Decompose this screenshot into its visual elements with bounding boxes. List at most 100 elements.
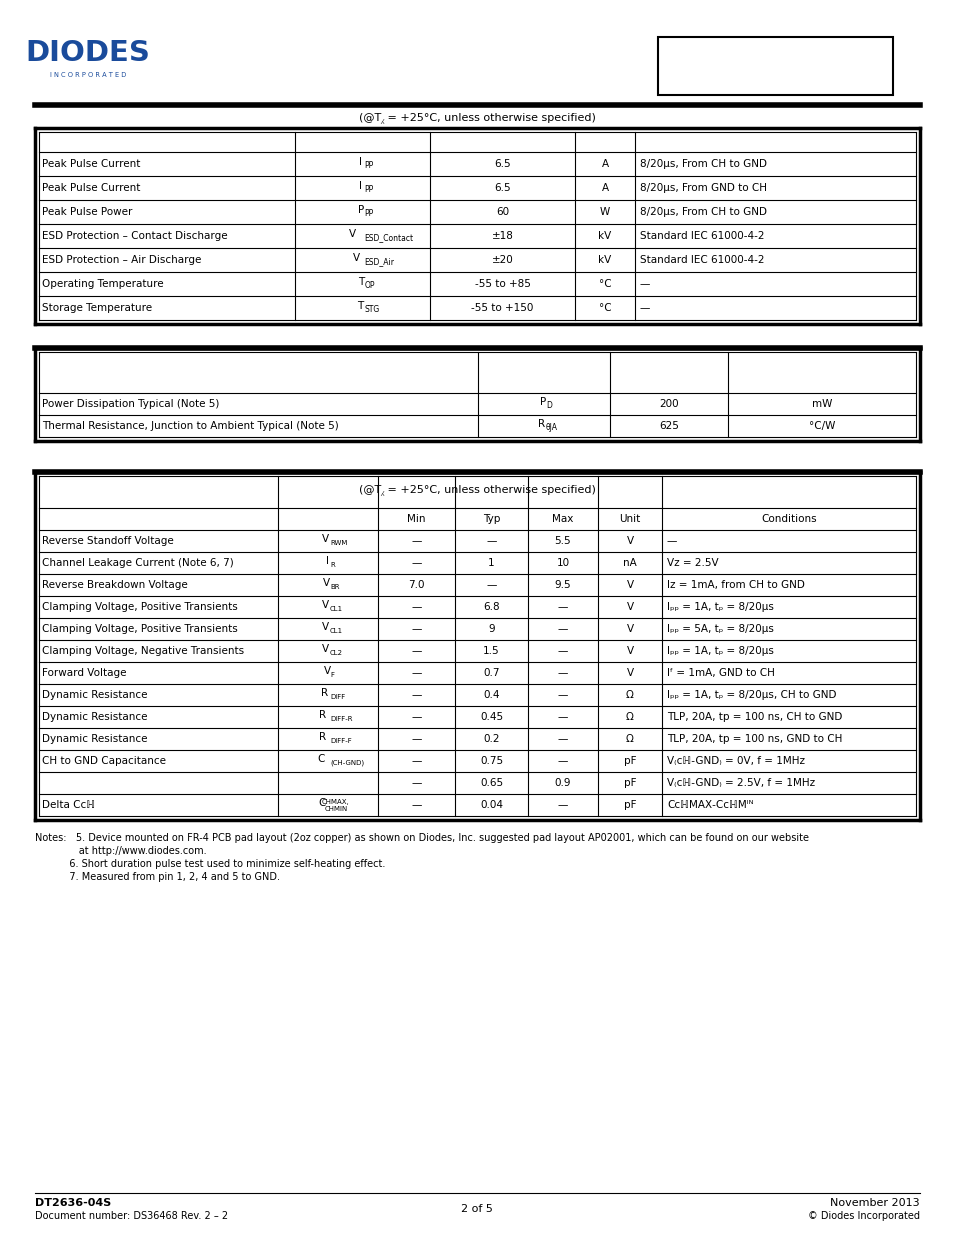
Text: Peak Pulse Current: Peak Pulse Current <box>42 159 140 169</box>
Text: C: C <box>316 755 324 764</box>
Text: 0.75: 0.75 <box>479 756 502 766</box>
Text: —: — <box>558 734 568 743</box>
Text: I: I <box>325 556 328 566</box>
Text: 1: 1 <box>488 558 495 568</box>
Text: Reverse Standoff Voltage: Reverse Standoff Voltage <box>42 536 173 546</box>
Text: 1.5: 1.5 <box>482 646 499 656</box>
Text: DIFF-R: DIFF-R <box>330 716 352 722</box>
Text: (@T⁁ = +25°C, unless otherwise specified): (@T⁁ = +25°C, unless otherwise specified… <box>358 112 595 124</box>
Text: Standard IEC 61000-4-2: Standard IEC 61000-4-2 <box>639 231 763 241</box>
Text: Peak Pulse Power: Peak Pulse Power <box>42 207 132 217</box>
Text: P: P <box>357 205 363 215</box>
Text: Power Dissipation Typical (Note 5): Power Dissipation Typical (Note 5) <box>42 399 219 409</box>
Text: —: — <box>411 756 421 766</box>
Text: CᴄℍΜΑΧ-CᴄℍΜᴵᴺ: CᴄℍΜΑΧ-CᴄℍΜᴵᴺ <box>666 800 753 810</box>
Text: 9: 9 <box>488 624 495 634</box>
Text: pF: pF <box>623 778 636 788</box>
Text: CL1: CL1 <box>330 629 343 634</box>
Text: 8/20μs, From CH to GND: 8/20μs, From CH to GND <box>639 159 766 169</box>
Text: T: T <box>356 301 362 311</box>
Text: RWM: RWM <box>330 540 347 546</box>
Text: Ω: Ω <box>625 690 634 700</box>
Text: V: V <box>321 600 329 610</box>
Text: ±18: ±18 <box>491 231 513 241</box>
Text: (CH-GND): (CH-GND) <box>330 760 364 766</box>
Text: R: R <box>318 710 326 720</box>
Text: PP: PP <box>364 162 374 170</box>
Text: 200: 200 <box>659 399 679 409</box>
Text: Channel Leakage Current (Note 6, 7): Channel Leakage Current (Note 6, 7) <box>42 558 233 568</box>
Text: Clamping Voltage, Positive Transients: Clamping Voltage, Positive Transients <box>42 601 237 613</box>
Text: Iᴢ = 1mA, from CH to GND: Iᴢ = 1mA, from CH to GND <box>666 580 804 590</box>
Text: CL2: CL2 <box>330 650 343 656</box>
Text: —: — <box>411 668 421 678</box>
Text: V: V <box>626 668 633 678</box>
Text: Storage Temperature: Storage Temperature <box>42 303 152 312</box>
Text: kV: kV <box>598 254 611 266</box>
Text: W: W <box>599 207 610 217</box>
Text: Iₚₚ = 1A, tₚ = 8/20μs, CH to GND: Iₚₚ = 1A, tₚ = 8/20μs, CH to GND <box>666 690 836 700</box>
Text: Iₚₚ = 1A, tₚ = 8/20μs: Iₚₚ = 1A, tₚ = 8/20μs <box>666 601 773 613</box>
Text: C: C <box>318 798 325 808</box>
Text: R: R <box>318 732 326 742</box>
Text: PP: PP <box>364 185 374 194</box>
Text: Iₚₚ = 1A, tₚ = 8/20μs: Iₚₚ = 1A, tₚ = 8/20μs <box>666 646 773 656</box>
Text: V: V <box>626 646 633 656</box>
Text: BR: BR <box>330 584 339 590</box>
Text: —: — <box>411 734 421 743</box>
Text: Iₚₚ = 5A, tₚ = 8/20μs: Iₚₚ = 5A, tₚ = 8/20μs <box>666 624 773 634</box>
Text: —: — <box>411 800 421 810</box>
Text: V: V <box>321 534 329 543</box>
Text: —: — <box>558 756 568 766</box>
Text: V₍ᴄℍ-GND₎ = 0V, f = 1MHz: V₍ᴄℍ-GND₎ = 0V, f = 1MHz <box>666 756 804 766</box>
Text: °C: °C <box>598 279 611 289</box>
Text: R: R <box>537 419 544 429</box>
Text: -55 to +85: -55 to +85 <box>474 279 530 289</box>
Text: 6. Short duration pulse test used to minimize self-heating effect.: 6. Short duration pulse test used to min… <box>35 860 385 869</box>
Text: ±20: ±20 <box>491 254 513 266</box>
Text: Ω: Ω <box>625 734 634 743</box>
Text: °C/W: °C/W <box>808 421 834 431</box>
Text: V₍ᴄℍ-GND₎ = 2.5V, f = 1MHz: V₍ᴄℍ-GND₎ = 2.5V, f = 1MHz <box>666 778 814 788</box>
Text: 60: 60 <box>496 207 509 217</box>
Text: Vᴢ = 2.5V: Vᴢ = 2.5V <box>666 558 718 568</box>
Text: DIFF-F: DIFF-F <box>330 739 352 743</box>
Text: Dynamic Resistance: Dynamic Resistance <box>42 734 148 743</box>
Text: —: — <box>411 601 421 613</box>
Text: 0.04: 0.04 <box>479 800 502 810</box>
Text: 6.5: 6.5 <box>494 183 510 193</box>
Text: V: V <box>322 578 330 588</box>
Text: 0.2: 0.2 <box>483 734 499 743</box>
Text: V: V <box>323 666 331 676</box>
Text: 7.0: 7.0 <box>408 580 424 590</box>
Text: ESD_Air: ESD_Air <box>364 258 395 267</box>
Text: Standard IEC 61000-4-2: Standard IEC 61000-4-2 <box>639 254 763 266</box>
Text: V: V <box>626 580 633 590</box>
Text: —: — <box>411 624 421 634</box>
Text: —: — <box>486 536 497 546</box>
Text: Notes:   5. Device mounted on FR-4 PCB pad layout (2oz copper) as shown on Diode: Notes: 5. Device mounted on FR-4 PCB pad… <box>35 832 808 844</box>
Text: TLP, 20A, tp = 100 ns, GND to CH: TLP, 20A, tp = 100 ns, GND to CH <box>666 734 841 743</box>
Text: Min: Min <box>407 514 425 524</box>
Text: —: — <box>411 778 421 788</box>
Text: D: D <box>545 401 551 410</box>
Text: —: — <box>666 536 677 546</box>
Text: F: F <box>330 672 334 678</box>
Text: I N C O R P O R A T E D: I N C O R P O R A T E D <box>50 72 126 78</box>
Text: (@T⁁ = +25°C, unless otherwise specified): (@T⁁ = +25°C, unless otherwise specified… <box>358 484 595 495</box>
Text: —: — <box>411 536 421 546</box>
Text: 10: 10 <box>556 558 569 568</box>
Text: Clamping Voltage, Negative Transients: Clamping Voltage, Negative Transients <box>42 646 244 656</box>
Text: mW: mW <box>811 399 831 409</box>
Text: —: — <box>486 580 497 590</box>
Text: CL1: CL1 <box>330 606 343 613</box>
Text: Reverse Breakdown Voltage: Reverse Breakdown Voltage <box>42 580 188 590</box>
Text: 5.5: 5.5 <box>554 536 571 546</box>
Text: 2 of 5: 2 of 5 <box>460 1204 493 1214</box>
Text: —: — <box>558 668 568 678</box>
Text: -55 to +150: -55 to +150 <box>471 303 533 312</box>
Text: 8/20μs, From CH to GND: 8/20μs, From CH to GND <box>639 207 766 217</box>
Text: pF: pF <box>623 756 636 766</box>
Text: °C: °C <box>598 303 611 312</box>
Text: Dynamic Resistance: Dynamic Resistance <box>42 713 148 722</box>
